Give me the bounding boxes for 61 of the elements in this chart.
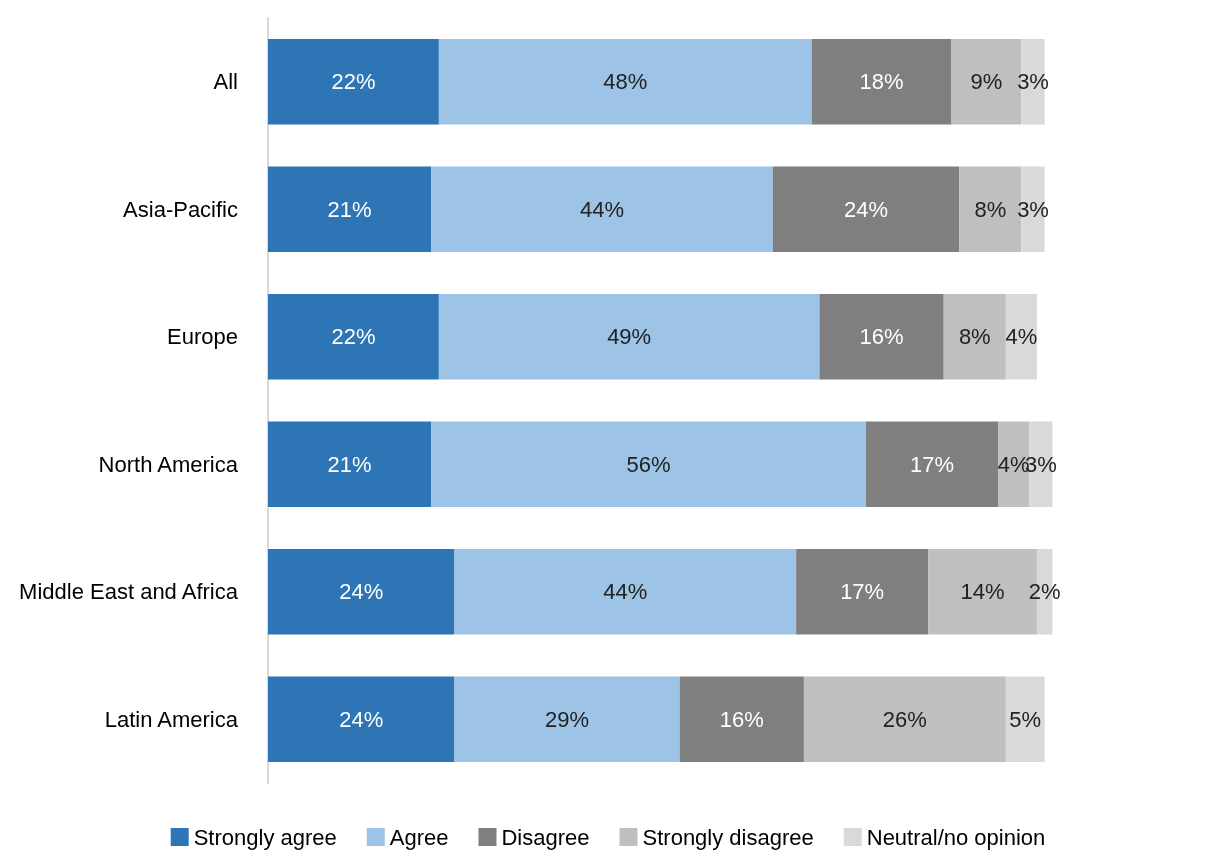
bar — [431, 166, 773, 252]
bar — [268, 421, 432, 507]
data-label: 3% — [1017, 69, 1049, 95]
data-label: 16% — [719, 706, 764, 732]
legend-label: Strongly agree — [193, 824, 337, 850]
bar — [438, 39, 812, 125]
bar — [268, 676, 455, 762]
bar — [268, 166, 432, 252]
legend-label: Strongly disagree — [642, 824, 814, 850]
y-tick-label: Asia-Pacific — [123, 196, 238, 222]
bar — [772, 166, 960, 252]
data-label: 17% — [840, 579, 885, 605]
data-label: 44% — [603, 579, 648, 605]
data-label: 2% — [1028, 579, 1061, 605]
data-label: 18% — [859, 69, 904, 95]
data-label: 17% — [910, 451, 955, 477]
data-label: 8% — [974, 196, 1007, 222]
bar — [454, 549, 797, 635]
bar — [796, 549, 929, 635]
bar — [431, 421, 867, 507]
bar — [268, 39, 439, 125]
y-tick-label: North America — [98, 451, 239, 477]
bar — [811, 39, 952, 125]
data-label: 24% — [339, 706, 384, 732]
legend-label: Agree — [389, 824, 449, 850]
y-tick-label: Middle East and Africa — [19, 579, 239, 605]
data-label: 56% — [626, 451, 671, 477]
bar — [819, 294, 944, 380]
data-label: 49% — [607, 324, 652, 350]
data-label: 14% — [960, 579, 1005, 605]
data-label: 22% — [331, 69, 376, 95]
data-label: 29% — [544, 706, 590, 732]
data-label: 24% — [339, 579, 384, 605]
data-label: 24% — [844, 196, 889, 222]
legend-label: Disagree — [501, 824, 590, 850]
bar — [943, 294, 1006, 380]
data-label: 3% — [1017, 196, 1049, 222]
bar — [866, 421, 999, 507]
y-tick-label: Europe — [167, 324, 238, 350]
bar — [803, 676, 1006, 762]
bar — [268, 294, 439, 380]
data-label: 26% — [882, 706, 927, 732]
bar — [679, 676, 804, 762]
y-tick-label: All — [213, 69, 238, 95]
data-label: 8% — [958, 324, 991, 350]
bar — [438, 294, 820, 380]
data-label: 44% — [579, 196, 624, 222]
y-tick-label: Latin America — [104, 706, 239, 732]
data-label: 4% — [1005, 324, 1038, 350]
bar — [1005, 294, 1037, 380]
bar — [454, 676, 680, 762]
data-label: 16% — [859, 324, 904, 350]
bar — [268, 549, 455, 635]
data-label: 21% — [327, 196, 372, 222]
bar — [1005, 676, 1045, 762]
data-label: 48% — [603, 69, 648, 95]
data-label: 21% — [327, 451, 372, 477]
data-label: 9% — [970, 69, 1003, 95]
legend-label: Neutral/no opinion — [866, 824, 1046, 850]
data-label: 5% — [1009, 706, 1042, 732]
data-label: 22% — [331, 324, 376, 350]
